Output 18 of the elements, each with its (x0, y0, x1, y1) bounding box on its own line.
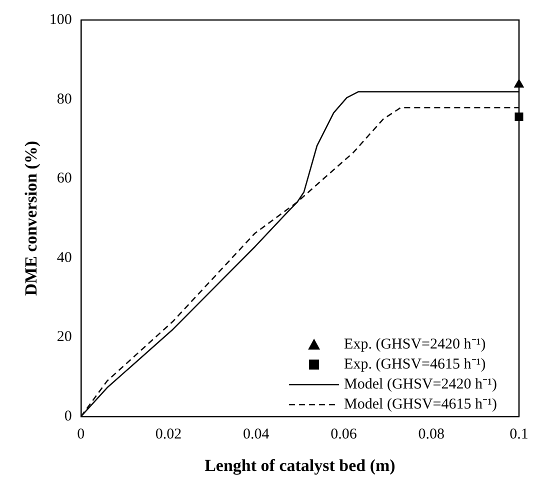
y-tick-label: 40 (56, 250, 72, 266)
y-tick-label: 100 (49, 12, 72, 28)
x-tick-label: 0.06 (330, 426, 358, 443)
y-tick-label: 60 (56, 170, 72, 187)
x-tick-label: 0 (77, 426, 85, 443)
legend-label: Exp. (GHSV=4615 h⁻¹) (344, 356, 486, 373)
legend-label: Model (GHSV=2420 h⁻¹) (344, 376, 498, 393)
y-tick-label: 0 (64, 408, 72, 425)
y-tick-label: 20 (56, 329, 72, 346)
x-axis-title: Lenght of catalyst bed (m) (204, 456, 396, 476)
x-tick-label: 0.08 (418, 426, 445, 443)
x-tick-label: 0.02 (155, 426, 182, 443)
y-axis-title: DME conversion (%) (22, 140, 41, 296)
legend-label: Model (GHSV=4615 h⁻¹) (344, 396, 498, 413)
y-tick-label: 80 (56, 91, 72, 108)
legend-label: Exp. (GHSV=2420 h⁻¹) (344, 336, 486, 353)
x-tick-label: 0.04 (243, 426, 270, 443)
x-tick-label: 0.1 (510, 426, 528, 443)
